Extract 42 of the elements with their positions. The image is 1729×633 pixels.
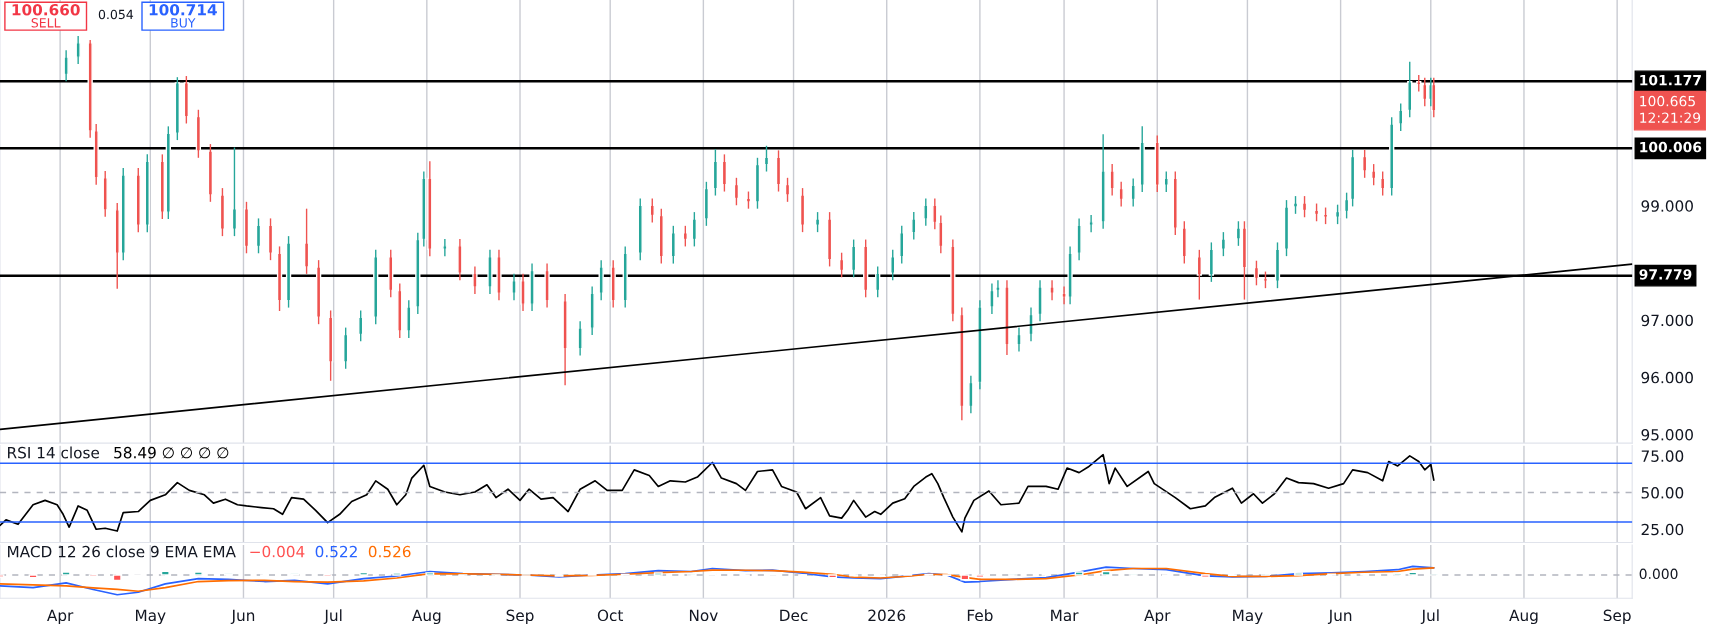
- text: −0.004: [250, 545, 305, 558]
- x-tick-label: Apr: [47, 609, 74, 625]
- annotation: 100.660: [12, 3, 80, 16]
- y-tick-label: 50.00: [1641, 487, 1684, 499]
- annotation: 100.714: [149, 3, 217, 16]
- x-tick-label: Aug: [1509, 609, 1538, 625]
- x-tick-label: Jun: [230, 609, 255, 624]
- y-tick-label: 97.000: [1641, 314, 1693, 327]
- y-tick-label: 95.000: [1641, 428, 1693, 441]
- x-tick-label: Oct: [597, 609, 624, 622]
- x-tick-label: 2026: [868, 609, 906, 622]
- x-tick-label: Apr: [1144, 609, 1171, 625]
- y-tick-label: 99.000: [1641, 200, 1693, 212]
- text: 100.665: [1640, 95, 1695, 107]
- x-tick-label: Jul: [323, 609, 342, 624]
- ref-line-label: 97.779: [1639, 269, 1692, 280]
- annotation: 58.49 ∅ ∅ ∅ ∅: [114, 446, 229, 459]
- x-tick-label: Jun: [1327, 609, 1352, 624]
- x-tick-label: Nov: [689, 609, 718, 622]
- annotation: BUY: [171, 18, 196, 28]
- y-tick-label: 75.00: [1641, 450, 1684, 462]
- annotation: 0.054: [98, 9, 134, 20]
- ref-line-label: 101.177: [1640, 74, 1701, 86]
- ref-line-label: 100.006: [1640, 141, 1702, 153]
- chart-title: RSI 14 close: [8, 446, 100, 459]
- y-tick-label: 25.00: [1641, 523, 1684, 536]
- text: 0.522: [315, 545, 357, 558]
- annotation: SELL: [31, 18, 61, 28]
- chart-title: MACD 12 26 close 9 EMA EMA: [8, 545, 236, 558]
- text: 12:21:29: [1640, 112, 1701, 123]
- x-tick-label: Jul: [1420, 609, 1439, 624]
- x-tick-label: May: [136, 609, 166, 625]
- x-tick-label: Feb: [967, 609, 993, 622]
- text: 0.526: [368, 545, 411, 558]
- x-tick-label: Mar: [1051, 609, 1079, 622]
- x-tick-label: Sep: [1603, 609, 1631, 625]
- x-tick-label: Sep: [506, 609, 534, 625]
- y-tick-label: 96.000: [1641, 371, 1693, 384]
- x-tick-label: Dec: [780, 609, 808, 622]
- ref-line-label: 0.000: [1639, 568, 1678, 580]
- x-tick-label: May: [1233, 609, 1263, 625]
- x-tick-label: Aug: [412, 609, 441, 625]
